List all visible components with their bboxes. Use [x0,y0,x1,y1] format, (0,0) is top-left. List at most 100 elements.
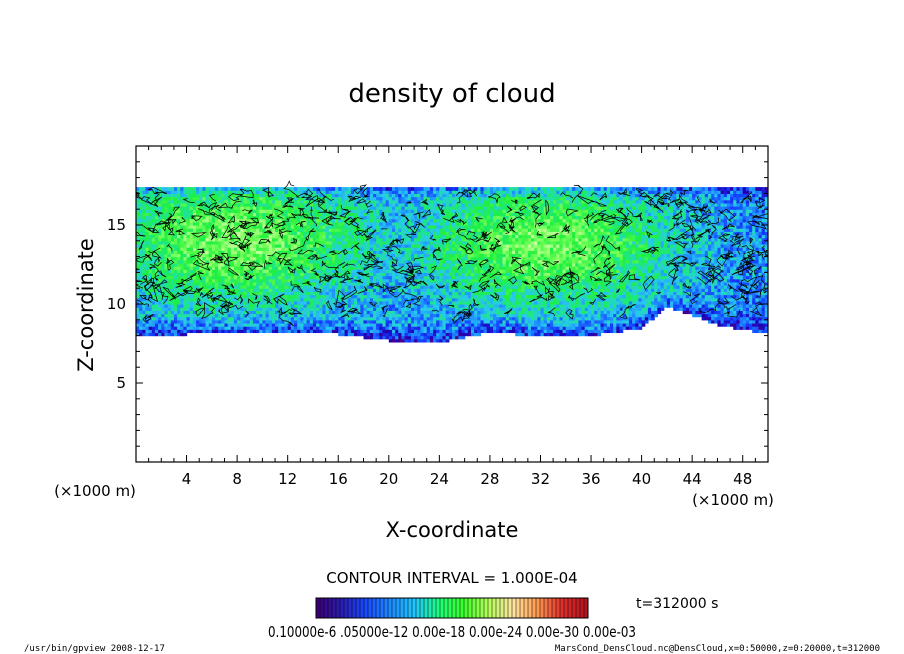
density-cell [148,253,153,258]
density-cell [309,231,314,236]
density-cell [218,240,222,245]
density-cell [275,256,279,261]
density-cell [309,300,314,305]
density-cell [202,196,207,201]
density-cell [287,253,292,258]
density-cell [170,285,175,289]
density-cell [379,313,384,318]
density-cell [366,212,371,217]
density-cell [268,247,273,251]
density-cell [259,319,263,324]
density-cell [309,322,314,327]
density-cell [202,225,207,229]
density-cell [417,218,421,223]
density-cell [246,256,251,261]
density-cell [445,250,450,255]
density-cell [136,240,140,245]
density-cell [281,288,286,292]
density-cell [249,329,254,334]
density-cell [164,231,169,236]
density-cell [379,202,384,207]
density-cell [287,269,292,273]
density-cell [221,237,226,242]
density-cell [398,253,403,258]
density-cell [319,294,324,299]
density-cell [268,221,273,226]
density-cell [297,237,301,242]
density-cell [249,193,254,198]
density-cell [410,187,415,191]
density-cell [376,335,380,340]
density-cell [202,212,207,217]
density-cell [205,262,210,267]
density-cell [177,187,181,191]
density-cell [265,237,270,242]
density-cell [426,212,431,217]
density-cell [442,206,447,210]
density-cell [259,304,263,308]
density-cell [448,231,453,236]
density-cell [328,212,333,217]
density-cell [388,247,393,251]
density-cell [271,262,276,267]
density-cell [278,281,282,286]
density-cell [281,190,286,194]
density-cell [347,247,352,251]
density-cell [154,218,159,223]
density-cell [316,281,320,286]
density-cell [401,231,406,236]
density-cell [360,202,365,207]
density-cell [221,259,226,264]
density-cell [142,237,147,242]
density-cell [202,247,207,251]
density-cell [186,253,191,258]
density-cell [202,272,207,277]
density-cell [199,329,203,334]
density-cell [398,294,403,299]
density-cell [391,281,396,286]
density-cell [233,297,238,302]
density-cell [243,256,248,261]
density-cell [249,190,254,194]
density-cell [196,253,200,258]
density-cell [319,199,324,204]
density-cell [145,231,150,236]
density-cell [265,225,270,229]
density-cell [442,269,447,273]
density-cell [265,322,270,327]
density-cell [423,285,428,289]
density-cell [196,307,200,311]
density-cell [376,275,380,280]
density-cell [256,329,260,334]
density-cell [199,256,203,261]
density-cell [300,193,305,198]
density-cell [319,259,324,264]
density-cell [275,215,279,220]
density-cell [388,250,393,255]
density-cell [290,231,295,236]
density-cell [331,310,336,315]
density-cell [420,187,425,191]
density-cell [445,253,450,258]
density-cell [448,187,453,191]
density-cell [316,187,320,191]
density-cell [224,218,229,223]
density-cell [328,243,333,248]
density-cell [237,256,241,261]
density-cell [230,256,235,261]
density-cell [221,326,226,330]
density-cell [328,218,333,223]
density-cell [287,209,292,213]
density-cell [309,281,314,286]
density-cell [271,215,276,220]
density-cell [398,228,403,232]
density-cell [230,225,235,229]
density-cell [360,237,365,242]
density-cell [344,193,349,198]
density-cell [154,247,159,251]
density-cell [218,281,222,286]
density-cell [287,212,292,217]
density-cell [433,187,437,191]
density-cell [354,281,358,286]
density-cell [243,234,248,239]
